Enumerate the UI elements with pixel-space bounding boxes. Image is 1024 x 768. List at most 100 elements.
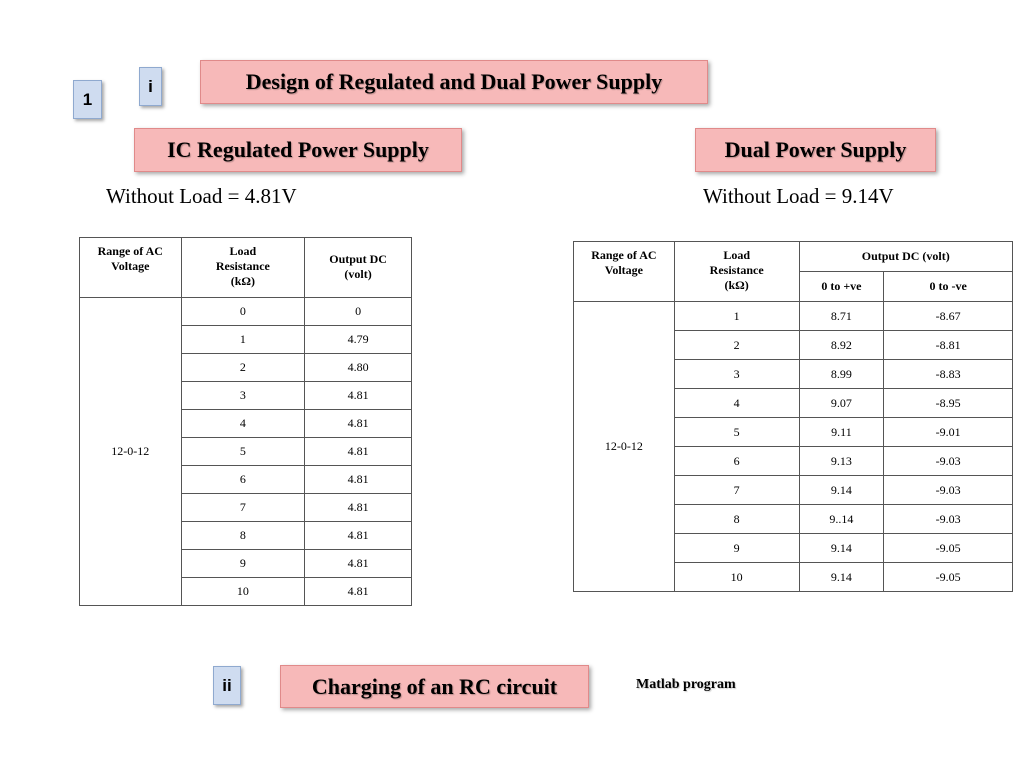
neg-cell: -9.03: [883, 475, 1013, 505]
load-header-line1: Load: [723, 248, 750, 262]
table-row: 7 4.81: [80, 493, 412, 522]
output-cell: 4.81: [304, 465, 412, 494]
neg-cell: -9.03: [883, 446, 1013, 476]
load-cell: 4: [180, 409, 306, 438]
load-header: Load Resistance (kΩ): [180, 237, 306, 298]
table-row: 8 9..14 -9.03: [574, 504, 1013, 534]
load-cell: 6: [673, 446, 800, 476]
load-cell: 1: [673, 301, 800, 331]
dual-supply-table: Range of AC Voltage Load Resistance (kΩ)…: [573, 241, 1014, 592]
pos-cell: 9.14: [798, 562, 885, 592]
output-cell: 4.80: [304, 353, 412, 382]
load-cell: 4: [673, 388, 800, 418]
output-cell: 4.79: [304, 325, 412, 354]
neg-cell: -8.67: [883, 301, 1013, 331]
load-cell: 2: [673, 330, 800, 360]
load-header-line1: Load: [229, 244, 257, 258]
load-cell: 8: [673, 504, 800, 534]
load-cell: 5: [673, 417, 800, 447]
main-title: Design of Regulated and Dual Power Suppl…: [245, 69, 663, 94]
output-header: Output DC (volt): [798, 241, 1014, 272]
neg-cell: -8.81: [883, 330, 1013, 360]
load-cell: 0: [180, 297, 306, 326]
range-cell: 12-0-12: [573, 301, 675, 592]
load-cell: 3: [180, 381, 306, 410]
pos-cell: 9.13: [798, 446, 885, 476]
dual-supply-title-box: Dual Power Supply: [695, 128, 936, 172]
pos-cell: 8.92: [798, 330, 885, 360]
neg-cell: -8.83: [883, 359, 1013, 389]
range-cell: 12-0-12: [79, 297, 182, 606]
load-cell: 5: [180, 437, 306, 466]
table-header-row: Range of AC Voltage Load Resistance (kΩ)…: [79, 237, 412, 298]
ic-supply-title: IC Regulated Power Supply: [167, 137, 429, 162]
slide-number-badge: 1: [73, 80, 102, 119]
output-cell: 4.81: [304, 409, 412, 438]
ic-supply-table: Range of AC Voltage Load Resistance (kΩ)…: [79, 237, 412, 606]
output-cell: 4.81: [304, 437, 412, 466]
load-cell: 7: [673, 475, 800, 505]
neg-cell: -8.95: [883, 388, 1013, 418]
load-cell: 2: [180, 353, 306, 382]
matlab-program-note: Matlab program: [636, 677, 736, 692]
range-header: Range of AC Voltage: [573, 241, 675, 302]
pos-cell: 9.14: [798, 475, 885, 505]
table-header-row: Range of AC Voltage Load Resistance (kΩ)…: [573, 241, 1014, 302]
output-cell: 4.81: [304, 521, 412, 550]
output-cell: 4.81: [304, 549, 412, 578]
ic-without-load: Without Load = 4.81V: [106, 184, 297, 208]
load-cell: 9: [673, 533, 800, 563]
neg-cell: -9.05: [883, 562, 1013, 592]
load-cell: 10: [673, 562, 800, 592]
load-header-line2: Resistance: [215, 259, 270, 273]
output-cell: 4.81: [304, 493, 412, 522]
output-cell: 4.81: [304, 577, 412, 606]
table-row: 10 9.14 -9.05: [574, 562, 1013, 592]
neg-cell: -9.05: [883, 533, 1013, 563]
load-cell: 1: [180, 325, 306, 354]
load-header-line3: (kΩ): [724, 278, 749, 292]
table-row: 6 4.81: [80, 465, 412, 494]
main-title-box: Design of Regulated and Dual Power Suppl…: [200, 60, 708, 104]
output-cell: 0: [304, 297, 412, 326]
table-row: 12-0-12 1 8.71 -8.67: [573, 301, 1013, 592]
pos-header: 0 to +ve: [798, 271, 885, 302]
pos-cell: 9.07: [798, 388, 885, 418]
neg-header: 0 to -ve: [883, 271, 1013, 302]
pos-cell: 9..14: [798, 504, 885, 534]
load-cell: 7: [180, 493, 306, 522]
load-cell: 3: [673, 359, 800, 389]
table-row: 8 4.81: [80, 521, 412, 550]
load-cell: 9: [180, 549, 306, 578]
pos-cell: 9.14: [798, 533, 885, 563]
rc-circuit-title: Charging of an RC circuit: [311, 673, 558, 699]
section-ii-marker: ii: [213, 666, 241, 705]
table-subheader-row: 0 to +ve 0 to -ve: [574, 271, 1013, 302]
neg-cell: -9.01: [883, 417, 1013, 447]
pos-cell: 9.11: [798, 417, 885, 447]
load-cell: 8: [180, 521, 306, 550]
load-header-line2: Resistance: [709, 263, 764, 277]
ic-supply-title-box: IC Regulated Power Supply: [134, 128, 462, 172]
dual-without-load: Without Load = 9.14V: [703, 184, 894, 208]
table-row: 4 4.81: [80, 409, 412, 438]
table-row: 2 4.80: [80, 353, 412, 382]
rc-circuit-title-box: Charging of an RC circuit: [280, 665, 589, 708]
load-cell: 6: [180, 465, 306, 494]
table-row: 5 4.81: [80, 437, 412, 466]
pos-cell: 8.99: [798, 359, 885, 389]
load-cell: 10: [180, 577, 306, 606]
neg-cell: -9.03: [883, 504, 1013, 534]
table-row: 12-0-12 0 0: [79, 297, 412, 606]
dual-supply-title: Dual Power Supply: [724, 137, 907, 162]
slide-number: 1: [82, 89, 93, 109]
table-row: 10 4.81: [80, 577, 412, 606]
output-cell: 4.81: [304, 381, 412, 410]
load-header: Load Resistance (kΩ): [673, 241, 800, 302]
section-ii-label: ii: [222, 675, 232, 695]
table-row: 3 4.81: [80, 381, 412, 410]
table-row: 9 4.81: [80, 549, 412, 578]
load-header-line3: (kΩ): [230, 274, 256, 288]
section-i-marker: i: [139, 67, 162, 106]
range-header: Range of AC Voltage: [79, 237, 182, 298]
